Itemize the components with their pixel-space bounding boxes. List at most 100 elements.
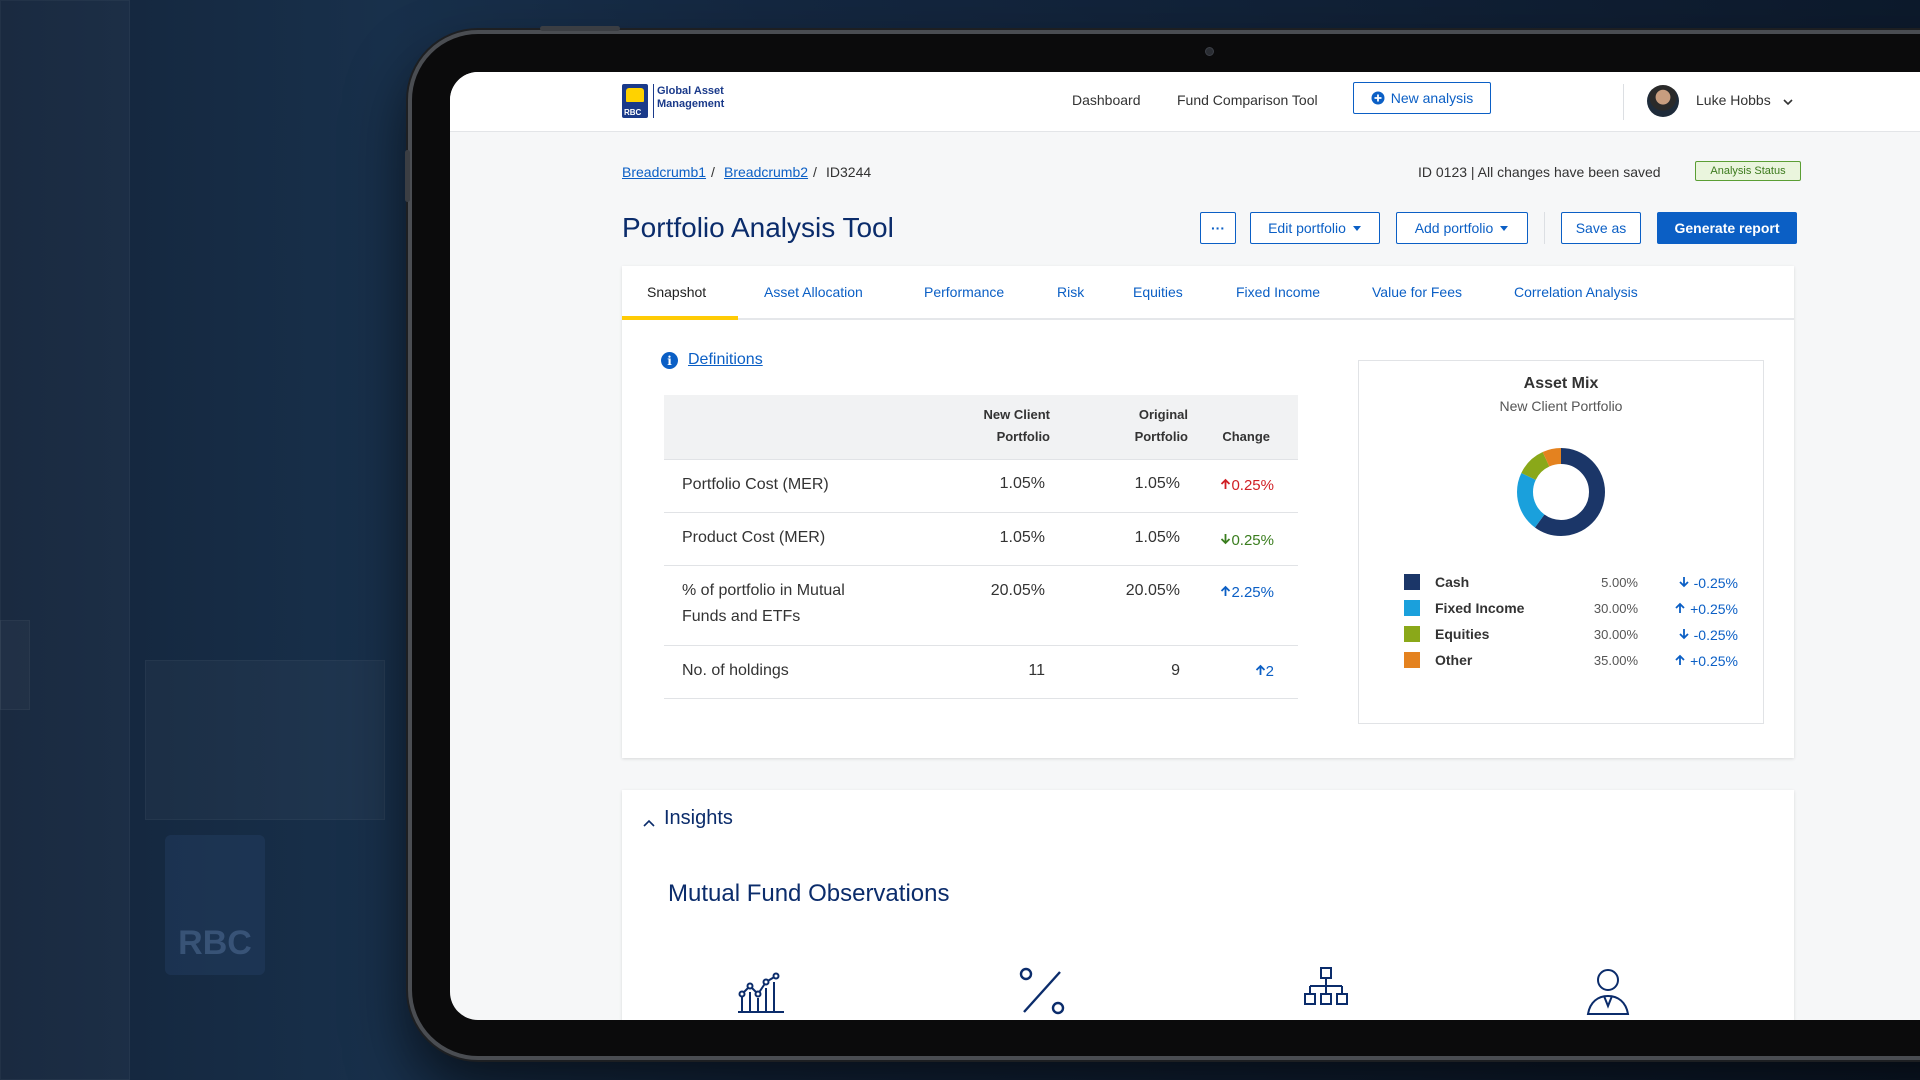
definitions-link[interactable]: Definitions	[688, 351, 763, 368]
row-change-value: 0.25%	[1231, 477, 1274, 494]
th-original-line2: Portfolio	[1134, 429, 1188, 444]
tab-asset-allocation[interactable]: Asset Allocation	[764, 284, 863, 300]
th-change: Change	[1222, 429, 1270, 444]
breadcrumb-separator: /	[813, 164, 817, 180]
legend-pct-other: 35.00%	[1593, 653, 1638, 668]
tab-bar-line	[622, 318, 1794, 320]
avatar[interactable]	[1647, 85, 1679, 117]
nav-fund-comparison[interactable]: Fund Comparison Tool	[1177, 92, 1318, 108]
background-panel	[0, 620, 30, 710]
more-options-button[interactable]: ···	[1200, 212, 1236, 244]
donut-slice-other	[1517, 448, 1605, 536]
user-name[interactable]: Luke Hobbs	[1696, 92, 1771, 108]
legend-swatch-other	[1404, 652, 1420, 668]
asset-mix-title: Asset Mix	[1523, 375, 1599, 392]
table-header	[664, 395, 1298, 459]
arrow-down-icon	[1679, 629, 1689, 640]
tab-equities[interactable]: Equities	[1133, 284, 1183, 300]
logo-divider	[653, 84, 654, 118]
insights-title[interactable]: Insights	[664, 807, 733, 829]
chevron-down-icon[interactable]	[1782, 96, 1794, 108]
tab-risk[interactable]: Risk	[1057, 284, 1085, 300]
row-orig-value: 9	[1171, 662, 1180, 679]
legend-swatch-equities	[1404, 626, 1420, 642]
th-original-line1: Original	[1138, 407, 1188, 422]
arrow-down-icon	[1221, 534, 1231, 545]
breadcrumb-item-1[interactable]: Breadcrumb1	[622, 164, 707, 180]
tablet-button	[540, 26, 620, 31]
row-divider	[664, 645, 1298, 646]
row-divider	[664, 512, 1298, 513]
donut-slice-fixed-income	[1517, 448, 1605, 536]
legend-label-other: Other	[1435, 652, 1473, 668]
nav-dashboard[interactable]: Dashboard	[1072, 92, 1141, 108]
row-change-value: 2.25%	[1231, 584, 1274, 601]
row-change: 0.25%	[1194, 532, 1274, 549]
chevron-up-icon[interactable]	[642, 817, 656, 831]
legend-change-value: -0.25%	[1693, 627, 1738, 643]
legend-pct-fixed-income: 30.00%	[1593, 601, 1638, 616]
rbc-logo[interactable]	[622, 84, 648, 118]
background-rbc-logo: RBC	[165, 835, 265, 975]
row-new-value: 20.05%	[990, 582, 1045, 599]
new-analysis-button[interactable]: New analysis	[1353, 82, 1491, 114]
save-as-button[interactable]: Save as	[1561, 212, 1641, 244]
row-change: 2.25%	[1194, 584, 1274, 601]
row-orig-value: 1.05%	[1134, 475, 1180, 492]
caret-down-icon	[1352, 226, 1361, 231]
page-title: Portfolio Analysis Tool	[622, 212, 894, 243]
tab-correlation-analysis[interactable]: Correlation Analysis	[1514, 284, 1638, 300]
th-new-client-line2: Portfolio	[996, 429, 1050, 444]
row-change: 0.25%	[1194, 477, 1274, 494]
more-icon: ···	[1211, 220, 1225, 236]
asset-mix-donut	[1517, 448, 1605, 536]
row-orig-value: 20.05%	[1125, 582, 1180, 599]
legend-change-value: -0.25%	[1693, 575, 1738, 591]
save-as-label: Save as	[1575, 220, 1627, 236]
add-portfolio-label: Add portfolio	[1414, 220, 1494, 236]
row-new-value: 1.05%	[999, 529, 1045, 546]
legend-label-cash: Cash	[1435, 574, 1470, 590]
legend-pct-cash: 5.00%	[1601, 575, 1638, 590]
legend-change-value: +0.25%	[1690, 653, 1738, 669]
app-screen: RBC Global Asset Management Dashboard Fu…	[450, 72, 1920, 1020]
breadcrumb-separator: /	[711, 164, 715, 180]
tab-snapshot[interactable]: Snapshot	[647, 284, 707, 300]
row-change-value: 0.25%	[1231, 532, 1274, 549]
generate-report-label: Generate report	[1674, 220, 1780, 236]
generate-report-button[interactable]: Generate report	[1657, 212, 1797, 244]
plus-circle-icon	[1371, 91, 1385, 105]
row-divider	[664, 698, 1298, 699]
row-label: No. of holdings	[682, 662, 789, 679]
arrow-up-icon	[1221, 585, 1231, 596]
row-label: Portfolio Cost (MER)	[682, 476, 829, 493]
add-portfolio-button[interactable]: Add portfolio	[1396, 212, 1528, 244]
toolbar-divider	[1544, 212, 1545, 244]
breadcrumb-item-2[interactable]: Breadcrumb2	[724, 164, 809, 180]
arrow-up-icon	[1675, 654, 1685, 665]
save-status-text: ID 0123 | All changes have been saved	[1418, 164, 1661, 180]
logo-text: Global Asset Management	[657, 85, 725, 110]
observations-title: Mutual Fund Observations	[668, 880, 950, 907]
app-header: RBC Global Asset Management Dashboard Fu…	[450, 72, 1920, 132]
row-label: Product Cost (MER)	[682, 529, 826, 546]
asset-mix-panel	[1358, 360, 1764, 724]
row-divider	[664, 565, 1298, 566]
legend-change-equities: -0.25%	[1668, 627, 1738, 643]
legend-change-other: +0.25%	[1668, 653, 1738, 669]
tab-fixed-income[interactable]: Fixed Income	[1236, 284, 1321, 300]
edit-portfolio-label: Edit portfolio	[1268, 220, 1346, 236]
new-analysis-label: New analysis	[1390, 90, 1474, 106]
legend-pct-equities: 30.00%	[1593, 627, 1638, 642]
th-new-client-line1: New Client	[983, 407, 1050, 422]
arrow-down-icon	[1679, 577, 1689, 588]
row-orig-value: 1.05%	[1134, 529, 1180, 546]
info-icon: i	[661, 352, 678, 369]
edit-portfolio-button[interactable]: Edit portfolio	[1250, 212, 1380, 244]
tab-value-for-fees[interactable]: Value for Fees	[1372, 284, 1463, 300]
legend-label-equities: Equities	[1435, 626, 1490, 642]
tab-performance[interactable]: Performance	[924, 284, 1005, 300]
org-chart-icon	[1304, 967, 1348, 1005]
row-divider	[664, 459, 1298, 460]
th-original: Original Portfolio	[1060, 404, 1188, 448]
